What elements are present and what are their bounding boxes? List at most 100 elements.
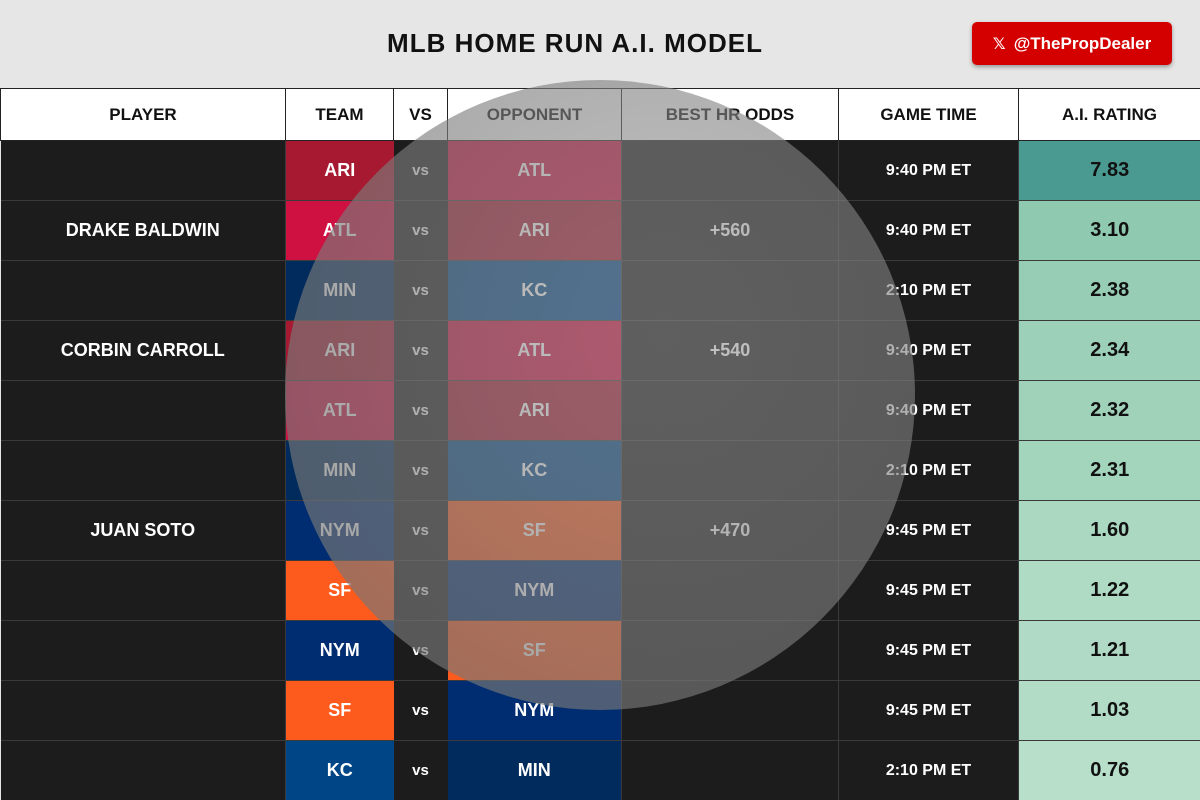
opponent-cell: KC	[448, 261, 622, 321]
game-time-cell: 9:40 PM ET	[839, 201, 1019, 261]
game-time-cell: 9:45 PM ET	[839, 561, 1019, 621]
odds-cell: +560	[622, 201, 839, 261]
opponent-cell: SF	[448, 501, 622, 561]
team-cell: NYM	[286, 501, 394, 561]
rating-cell: 2.31	[1019, 441, 1200, 501]
odds-cell	[622, 441, 839, 501]
opponent-cell: SF	[448, 621, 622, 681]
odds-cell	[622, 261, 839, 321]
player-cell	[1, 561, 286, 621]
column-header-opponent: OPPONENT	[448, 89, 622, 141]
vs-cell: vs	[394, 321, 448, 381]
column-header-vs: VS	[394, 89, 448, 141]
column-header-player: PLAYER	[1, 89, 286, 141]
odds-cell	[622, 621, 839, 681]
player-cell	[1, 741, 286, 800]
opponent-cell: MIN	[448, 741, 622, 800]
opponent-cell: NYM	[448, 561, 622, 621]
game-time-cell: 9:40 PM ET	[839, 381, 1019, 441]
odds-cell: +540	[622, 321, 839, 381]
column-header-team: TEAM	[286, 89, 394, 141]
rating-cell: 1.22	[1019, 561, 1200, 621]
player-cell: DRAKE BALDWIN	[1, 201, 286, 261]
game-time-cell: 9:45 PM ET	[839, 681, 1019, 741]
rating-cell: 3.10	[1019, 201, 1200, 261]
team-cell: ARI	[286, 141, 394, 201]
rating-cell: 1.60	[1019, 501, 1200, 561]
vs-cell: vs	[394, 561, 448, 621]
vs-cell: vs	[394, 441, 448, 501]
game-time-cell: 9:45 PM ET	[839, 501, 1019, 561]
team-cell: ATL	[286, 201, 394, 261]
vs-cell: vs	[394, 381, 448, 441]
team-cell: ARI	[286, 321, 394, 381]
odds-cell	[622, 561, 839, 621]
vs-cell: vs	[394, 741, 448, 800]
opponent-cell: ARI	[448, 381, 622, 441]
player-cell: JUAN SOTO	[1, 501, 286, 561]
team-cell: SF	[286, 561, 394, 621]
column-header-odds: BEST HR ODDS	[622, 89, 839, 141]
table-header-row: PLAYER TEAM VS OPPONENT BEST HR ODDS GAM…	[1, 89, 1200, 141]
odds-cell	[622, 141, 839, 201]
column-header-rating: A.I. RATING	[1019, 89, 1200, 141]
rating-cell: 2.34	[1019, 321, 1200, 381]
opponent-cell: ATL	[448, 321, 622, 381]
vs-cell: vs	[394, 141, 448, 201]
vs-cell: vs	[394, 201, 448, 261]
x-logo-icon: 𝕏	[993, 34, 1006, 54]
player-cell	[1, 381, 286, 441]
odds-cell	[622, 681, 839, 741]
team-cell: MIN	[286, 261, 394, 321]
player-cell	[1, 261, 286, 321]
team-cell: NYM	[286, 621, 394, 681]
player-cell	[1, 141, 286, 201]
rating-cell: 2.38	[1019, 261, 1200, 321]
opponent-cell: ARI	[448, 201, 622, 261]
vs-cell: vs	[394, 621, 448, 681]
vs-cell: vs	[394, 501, 448, 561]
rating-cell: 1.21	[1019, 621, 1200, 681]
odds-cell	[622, 741, 839, 800]
team-cell: SF	[286, 681, 394, 741]
odds-cell: +470	[622, 501, 839, 561]
game-time-cell: 2:10 PM ET	[839, 741, 1019, 800]
game-time-cell: 2:10 PM ET	[839, 441, 1019, 501]
team-cell: ATL	[286, 381, 394, 441]
social-handle-label: @ThePropDealer	[1014, 34, 1152, 54]
rating-cell: 0.76	[1019, 741, 1200, 800]
opponent-cell: KC	[448, 441, 622, 501]
rating-cell: 2.32	[1019, 381, 1200, 441]
player-cell	[1, 441, 286, 501]
game-time-cell: 2:10 PM ET	[839, 261, 1019, 321]
social-handle-button[interactable]: 𝕏 @ThePropDealer	[972, 22, 1172, 65]
game-time-cell: 9:40 PM ET	[839, 321, 1019, 381]
game-time-cell: 9:40 PM ET	[839, 141, 1019, 201]
rating-cell: 7.83	[1019, 141, 1200, 201]
team-cell: MIN	[286, 441, 394, 501]
player-cell	[1, 621, 286, 681]
column-header-game-time: GAME TIME	[839, 89, 1019, 141]
hr-model-table: PLAYER TEAM VS OPPONENT BEST HR ODDS GAM…	[0, 88, 1200, 800]
player-cell: CORBIN CARROLL	[1, 321, 286, 381]
opponent-cell: NYM	[448, 681, 622, 741]
game-time-cell: 9:45 PM ET	[839, 621, 1019, 681]
vs-cell: vs	[394, 681, 448, 741]
player-cell	[1, 681, 286, 741]
opponent-cell: ATL	[448, 141, 622, 201]
odds-cell	[622, 381, 839, 441]
vs-cell: vs	[394, 261, 448, 321]
rating-cell: 1.03	[1019, 681, 1200, 741]
header: MLB HOME RUN A.I. MODEL 𝕏 @ThePropDealer	[0, 0, 1200, 88]
